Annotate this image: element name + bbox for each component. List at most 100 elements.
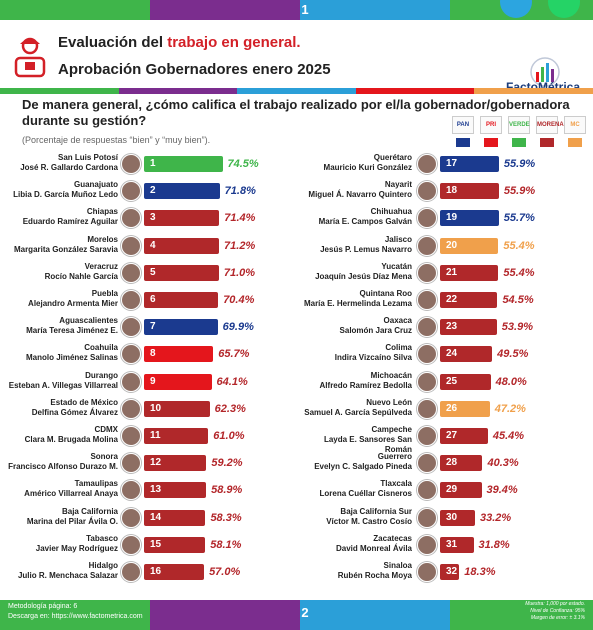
state-name: Quintana Roo bbox=[359, 289, 412, 298]
state-name: Chihuahua bbox=[370, 207, 412, 217]
rank-label: 31 bbox=[446, 538, 458, 550]
rank-label: 4 bbox=[150, 239, 156, 251]
value-label: 59.2% bbox=[211, 457, 243, 470]
governor-label: Tabasco Javier May Rodríguez bbox=[6, 534, 118, 556]
governor-name: Alfredo Ramírez Bedolla bbox=[319, 380, 412, 390]
governor-name: Francisco Alfonso Durazo M. bbox=[8, 462, 118, 472]
governor-name: Jesús P. Lemus Navarro bbox=[320, 244, 412, 254]
party-logo: MORENA bbox=[536, 116, 564, 134]
legend-item-mc: MC bbox=[563, 116, 587, 147]
bar-26: 26 bbox=[440, 400, 490, 417]
value-label: 70.4% bbox=[223, 294, 255, 306]
governor-name: José R. Gallardo Cardona bbox=[20, 163, 118, 172]
rank-label: 7 bbox=[150, 321, 156, 333]
bar-31: 31 bbox=[440, 536, 474, 553]
telegram-icon[interactable] bbox=[500, 0, 532, 18]
governor-avatar bbox=[417, 534, 437, 555]
rank-label: 30 bbox=[446, 511, 458, 523]
rank-label: 12 bbox=[150, 457, 162, 469]
rank-label: 22 bbox=[446, 294, 458, 305]
rank-label: 13 bbox=[150, 484, 162, 496]
rank-label: 27 bbox=[446, 430, 458, 441]
governor-name: Samuel A. García Sepúlveda bbox=[304, 407, 412, 417]
state-name: Chiapas bbox=[86, 207, 118, 217]
value-label: 55.9% bbox=[503, 185, 536, 198]
state-name: Tabasco bbox=[86, 533, 118, 543]
bar-14: 14 bbox=[144, 509, 206, 526]
state-name: CDMX bbox=[94, 425, 118, 434]
governor-avatar bbox=[417, 344, 437, 365]
value-label: 71.2% bbox=[224, 239, 256, 252]
governor-name: David Monreal Ávila bbox=[335, 543, 412, 553]
download-link[interactable]: Descarga en: https://www.factometrica.co… bbox=[8, 613, 143, 620]
margin-note: Margen de error: ± 3.1% bbox=[530, 615, 585, 621]
footer-left: Metodología página: 6 Descarga en: https… bbox=[8, 602, 143, 622]
divider-strip bbox=[0, 88, 593, 94]
governor-avatar bbox=[121, 290, 141, 310]
state-name: Coahuila bbox=[84, 343, 118, 353]
party-logo: VERDE bbox=[508, 116, 530, 134]
governor-avatar bbox=[121, 507, 141, 528]
state-name: Oaxaca bbox=[383, 316, 412, 326]
state-name: Nuevo León bbox=[366, 397, 412, 407]
governor-avatar bbox=[121, 534, 141, 555]
bar-20: 20 bbox=[440, 237, 499, 254]
governor-label: Nuevo León Samuel A. García Sepúlveda bbox=[300, 398, 412, 420]
rank-label: 17 bbox=[446, 158, 458, 169]
governor-avatar bbox=[417, 154, 437, 174]
governor-label: Sinaloa Rubén Rocha Moya bbox=[300, 561, 412, 583]
sample-note: Muestra: 1,000 por estado. bbox=[525, 601, 585, 607]
legend-item-pan: PAN bbox=[451, 116, 475, 147]
governor-name: Joaquín Jesús Díaz Mena bbox=[315, 271, 412, 281]
governor-avatar bbox=[417, 181, 437, 202]
state-name: Baja California bbox=[61, 506, 118, 516]
value-label: 58.3% bbox=[210, 511, 242, 524]
governor-name: Rocío Nahle García bbox=[44, 271, 118, 281]
bar-4: 4 bbox=[144, 237, 220, 254]
value-label: 39.4% bbox=[486, 484, 518, 497]
governor-avatar bbox=[417, 562, 437, 582]
governor-avatar bbox=[417, 426, 437, 446]
legend-item-pri: PRI bbox=[479, 116, 503, 147]
bar-2: 2 bbox=[144, 183, 220, 200]
footer-right: Muestra: 1,000 por estado. Nivel de Conf… bbox=[525, 601, 585, 622]
rank-label: 18 bbox=[446, 185, 458, 197]
governor-avatar bbox=[121, 208, 141, 229]
rank-label: 23 bbox=[446, 321, 458, 333]
governor-name: María Teresa Jiménez E. bbox=[26, 326, 118, 336]
whatsapp-icon[interactable] bbox=[548, 0, 580, 18]
state-name: Guanajuato bbox=[73, 180, 118, 190]
governor-avatar bbox=[121, 154, 141, 174]
value-label: 74.5% bbox=[227, 158, 259, 170]
governor-name: Salomón Jara Cruz bbox=[339, 326, 412, 336]
state-name: Durango bbox=[85, 370, 118, 380]
governor-avatar bbox=[121, 562, 141, 582]
bar-11: 11 bbox=[144, 428, 209, 444]
rank-label: 32 bbox=[446, 566, 458, 577]
value-label: 18.3% bbox=[464, 566, 496, 578]
bar-28: 28 bbox=[440, 455, 483, 472]
bar-30: 30 bbox=[440, 509, 475, 526]
state-name: Querétaro bbox=[373, 153, 412, 162]
bar-21: 21 bbox=[440, 264, 499, 281]
value-label: 45.4% bbox=[492, 430, 525, 442]
state-name: Aguascalientes bbox=[59, 316, 118, 326]
governor-name: Libia D. García Muñoz Ledo bbox=[13, 190, 118, 200]
governor-label: Nayarit Miguel Á. Navarro Quintero bbox=[300, 180, 412, 202]
governor-avatar bbox=[417, 480, 437, 501]
governor-label: Tamaulipas Américo Villarreal Anaya bbox=[6, 479, 118, 501]
page-number-top: 1 bbox=[301, 2, 309, 17]
governor-avatar bbox=[417, 235, 437, 256]
rank-label: 6 bbox=[150, 294, 156, 305]
state-name: Baja California Sur bbox=[340, 506, 412, 516]
governor-avatar bbox=[121, 181, 141, 202]
state-name: Sinaloa bbox=[383, 561, 412, 570]
bar-6: 6 bbox=[144, 292, 219, 308]
governor-avatar bbox=[417, 371, 437, 392]
state-name: Tlaxcala bbox=[380, 479, 412, 489]
rank-label: 5 bbox=[150, 266, 156, 278]
legend-item-verde: VERDE bbox=[507, 116, 531, 147]
worker-icon bbox=[14, 37, 46, 78]
governor-label: Yucatán Joaquín Jesús Díaz Mena bbox=[300, 262, 412, 284]
rank-label: 2 bbox=[150, 185, 156, 197]
